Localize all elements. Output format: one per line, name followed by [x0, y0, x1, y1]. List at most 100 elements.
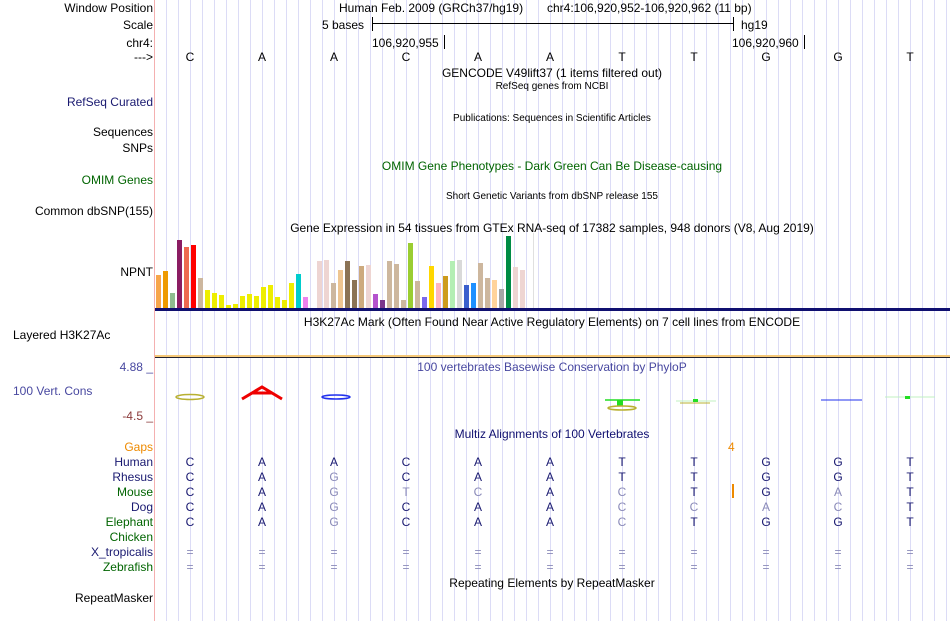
gtex-bar[interactable]	[177, 240, 182, 308]
alignment-base: T	[690, 515, 698, 529]
label-dbsnp[interactable]: Common dbSNP(155)	[34, 204, 153, 218]
track-title-gencode[interactable]: GENCODE V49lift37 (1 items filtered out)	[441, 66, 663, 80]
label-sequences[interactable]: Sequences	[92, 125, 153, 139]
gtex-bar[interactable]	[499, 289, 504, 308]
gtex-bar[interactable]	[254, 296, 259, 308]
gtex-bar[interactable]	[331, 283, 336, 308]
gtex-bar[interactable]	[212, 293, 217, 308]
gtex-bar[interactable]	[387, 261, 392, 308]
label-species-x_tropicalis[interactable]: X_tropicalis	[90, 545, 153, 559]
gtex-bar[interactable]	[436, 283, 441, 308]
gtex-bar[interactable]	[352, 280, 357, 308]
label-species-human[interactable]: Human	[114, 455, 153, 469]
label-gaps[interactable]: Gaps	[124, 440, 153, 454]
gtex-bar[interactable]	[345, 261, 350, 308]
label-strand[interactable]: --->	[134, 50, 153, 64]
gtex-bar[interactable]	[282, 300, 287, 308]
alignment-base: T	[906, 500, 914, 514]
alignment-base: A	[257, 485, 267, 499]
gtex-bar[interactable]	[184, 247, 189, 308]
label-cons[interactable]: 100 Vert. Cons	[13, 384, 93, 398]
label-repeatmasker[interactable]: RepeatMasker	[74, 591, 153, 605]
gtex-bar[interactable]	[492, 280, 497, 308]
gtex-bar[interactable]	[170, 293, 175, 308]
label-refseq[interactable]: RefSeq Curated	[66, 95, 153, 109]
label-species-dog[interactable]: Dog	[130, 500, 153, 514]
label-scale[interactable]: Scale	[122, 18, 153, 32]
gtex-bar[interactable]	[457, 260, 462, 308]
track-title-refseq[interactable]: RefSeq genes from NCBI	[495, 81, 609, 92]
track-title-multiz[interactable]: Multiz Alignments of 100 Vertebrates	[454, 427, 650, 441]
gtex-bar[interactable]	[338, 270, 343, 308]
gtex-bar[interactable]	[219, 295, 224, 308]
gtex-bar[interactable]	[478, 263, 483, 308]
gtex-bar[interactable]	[520, 270, 525, 308]
gtex-bar[interactable]	[156, 275, 161, 308]
track-title-phylop[interactable]: 100 vertebrates Basewise Conservation by…	[417, 360, 687, 374]
gtex-bar[interactable]	[191, 245, 196, 308]
gtex-bar[interactable]	[261, 287, 266, 308]
gtex-bar[interactable]	[373, 294, 378, 308]
gtex-bar[interactable]	[163, 271, 168, 308]
alignment-base: C	[185, 455, 195, 469]
gtex-bar[interactable]	[296, 274, 301, 308]
alignment-base: A	[545, 455, 555, 469]
gtex-bar[interactable]	[408, 243, 413, 308]
track-title-publications[interactable]: Publications: Sequences in Scientific Ar…	[453, 113, 651, 124]
track-title-h3k27ac[interactable]: H3K27Ac Mark (Often Found Near Active Re…	[303, 315, 801, 329]
alignment-base: G	[761, 485, 771, 499]
gtex-bar[interactable]	[415, 281, 420, 308]
gtex-bar[interactable]	[359, 266, 364, 308]
gtex-bar[interactable]	[247, 294, 252, 308]
gtex-bar[interactable]	[443, 276, 448, 308]
track-title-dbsnp[interactable]: Short Genetic Variants from dbSNP releas…	[446, 191, 658, 202]
label-species-elephant[interactable]: Elephant	[105, 515, 153, 529]
gtex-bar[interactable]	[289, 283, 294, 308]
gtex-bar[interactable]	[506, 236, 511, 308]
alignment-base: A	[545, 485, 555, 499]
gtex-bar[interactable]	[275, 297, 280, 308]
gtex-bar[interactable]	[401, 300, 406, 308]
sequence-base: C	[185, 50, 195, 64]
label-divider[interactable]	[154, 0, 155, 621]
gtex-bar[interactable]	[317, 261, 322, 308]
gtex-bar[interactable]	[380, 300, 385, 308]
label-window-position[interactable]: Window Position	[64, 1, 153, 15]
alignment-base: A	[473, 515, 483, 529]
gtex-bar[interactable]	[394, 264, 399, 308]
track-title-repeatmasker[interactable]: Repeating Elements by RepeatMasker	[449, 576, 655, 590]
gtex-bar[interactable]	[464, 285, 469, 308]
gtex-bar[interactable]	[268, 285, 273, 308]
gtex-bar[interactable]	[303, 297, 308, 308]
gtex-bar[interactable]	[366, 265, 371, 308]
label-chrom[interactable]: chr4:	[126, 36, 153, 50]
label-npnt[interactable]: NPNT	[120, 265, 153, 279]
gtex-bar[interactable]	[471, 283, 476, 308]
label-species-rhesus[interactable]: Rhesus	[112, 470, 153, 484]
gtex-bar[interactable]	[233, 304, 238, 308]
alignment-base: G	[833, 470, 843, 484]
gtex-bar[interactable]	[422, 297, 427, 308]
gtex-bar[interactable]	[513, 267, 518, 308]
gtex-bar[interactable]	[324, 260, 329, 308]
alignment-base: A	[473, 470, 483, 484]
alignment-base: C	[401, 470, 411, 484]
track-title-omim[interactable]: OMIM Gene Phenotypes - Dark Green Can Be…	[381, 159, 723, 173]
gtex-bar[interactable]	[450, 261, 455, 308]
gtex-bar[interactable]	[226, 305, 231, 308]
phylop-base-t2-icon	[676, 399, 716, 404]
label-species-mouse[interactable]: Mouse	[116, 485, 153, 499]
gtex-bar[interactable]	[429, 266, 434, 308]
label-snps[interactable]: SNPs	[122, 141, 153, 155]
gtex-bar[interactable]	[205, 290, 210, 308]
sequence-base: T	[690, 50, 698, 64]
label-species-chicken[interactable]: Chicken	[109, 530, 153, 544]
gtex-bar[interactable]	[198, 278, 203, 308]
gtex-bar[interactable]	[485, 278, 490, 308]
gtex-bar[interactable]	[240, 296, 245, 308]
label-species-zebrafish[interactable]: Zebrafish	[102, 560, 153, 574]
label-omim[interactable]: OMIM Genes	[81, 173, 153, 187]
label-h3k27ac[interactable]: Layered H3K27Ac	[13, 328, 111, 342]
track-title-gtex[interactable]: Gene Expression in 54 tissues from GTEx …	[290, 221, 814, 235]
